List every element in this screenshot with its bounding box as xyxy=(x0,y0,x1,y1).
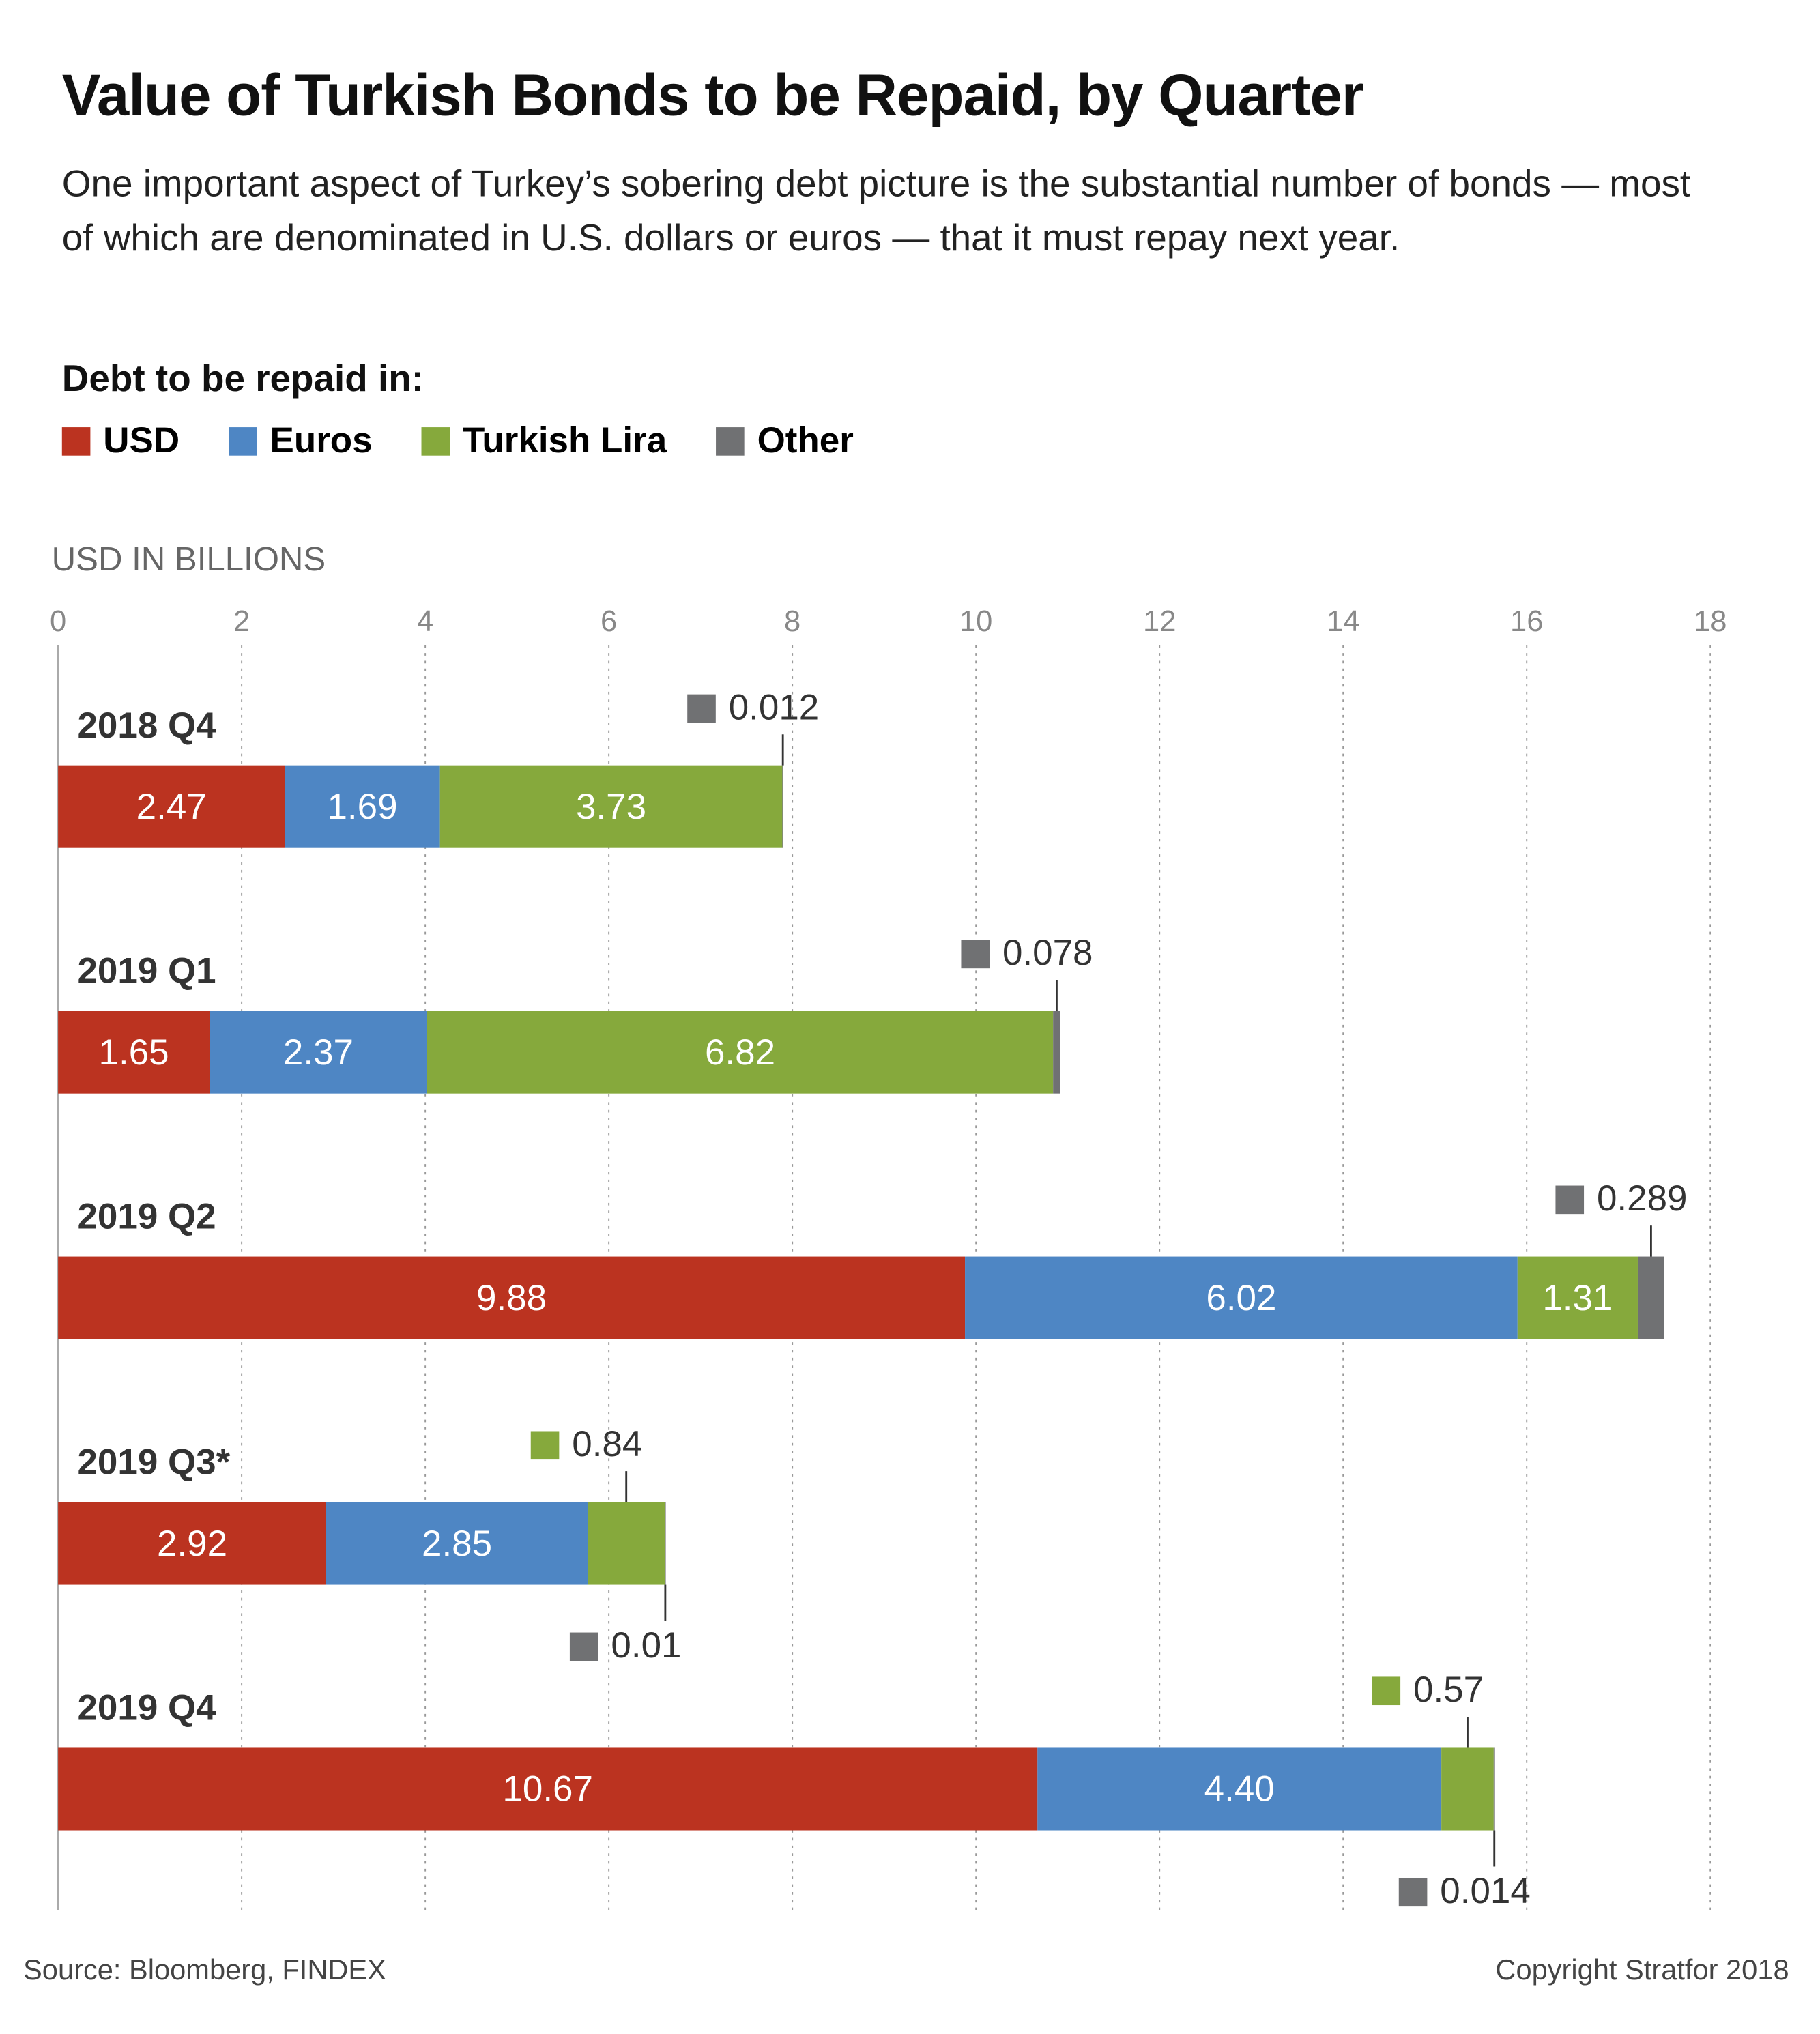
x-tick-label: 18 xyxy=(1694,605,1727,638)
legend-swatch xyxy=(61,427,91,456)
x-tick-label: 16 xyxy=(1510,605,1543,638)
value-label: 6.82 xyxy=(705,1032,775,1073)
bar-segment xyxy=(326,1502,588,1585)
x-tick-label: 10 xyxy=(959,605,992,638)
bar-segment xyxy=(1037,1747,1442,1831)
x-tick-label: 12 xyxy=(1143,605,1176,638)
category-label: 2018 Q4 xyxy=(77,706,216,746)
value-label: 2.85 xyxy=(422,1524,492,1564)
bar-segment xyxy=(439,765,783,848)
value-label: 1.69 xyxy=(327,787,397,827)
x-tick-label: 4 xyxy=(417,605,433,638)
bar-segment xyxy=(965,1256,1518,1339)
category-label: 2019 Q3* xyxy=(77,1442,230,1483)
callout-swatch xyxy=(687,694,716,723)
legend-label: Turkish Lira xyxy=(463,420,667,461)
bar-segment xyxy=(588,1502,665,1585)
value-label: 6.02 xyxy=(1206,1278,1276,1318)
category-label: 2019 Q4 xyxy=(77,1688,216,1728)
callout-swatch xyxy=(1555,1185,1585,1215)
value-label: 0.57 xyxy=(1413,1670,1484,1710)
bar-segment xyxy=(1493,1747,1495,1831)
bar-segment xyxy=(427,1011,1054,1094)
bar-segment xyxy=(210,1011,427,1094)
bar-segment xyxy=(58,1011,210,1094)
legend-swatch xyxy=(421,427,450,456)
bar-segment xyxy=(1517,1256,1638,1339)
legend-label: USD xyxy=(103,420,179,461)
bar-segment xyxy=(58,1502,326,1585)
category-label: 2019 Q1 xyxy=(77,951,216,991)
source: Source: Bloomberg, FINDEX xyxy=(23,1953,386,1986)
bar-segment xyxy=(1053,1011,1060,1094)
bar-segment xyxy=(1441,1747,1494,1831)
x-axis-label: USD IN BILLIONS xyxy=(52,540,326,578)
chart-title: Value of Turkish Bonds to be Repaid, by … xyxy=(61,61,1364,128)
legend-label: Euros xyxy=(270,420,373,461)
callout-swatch xyxy=(530,1431,560,1460)
value-label: 0.84 xyxy=(572,1424,642,1464)
legend-label: Other xyxy=(757,420,854,461)
x-tick-label: 6 xyxy=(601,605,617,638)
value-label: 0.078 xyxy=(1002,933,1093,973)
category-label: 2019 Q2 xyxy=(77,1197,216,1237)
x-tick-label: 2 xyxy=(233,605,250,638)
callout-swatch xyxy=(569,1632,598,1661)
legend-swatch xyxy=(229,427,257,456)
value-label: 2.47 xyxy=(136,787,207,827)
value-label: 9.88 xyxy=(476,1278,547,1318)
callout-swatch xyxy=(1372,1676,1401,1706)
bar-segment xyxy=(58,1256,966,1339)
value-label: 0.01 xyxy=(611,1625,681,1666)
value-label: 2.92 xyxy=(157,1524,227,1564)
value-label: 10.67 xyxy=(502,1769,593,1810)
value-label: 4.40 xyxy=(1204,1769,1275,1810)
value-label: 0.014 xyxy=(1440,1871,1531,1911)
value-label: 2.37 xyxy=(283,1032,353,1073)
value-label: 1.31 xyxy=(1542,1278,1613,1318)
credit: Copyright Stratfor 2018 xyxy=(1495,1953,1789,1986)
chart-subtitle: One important aspect of Turkey’s soberin… xyxy=(61,164,1691,260)
bar-segment xyxy=(1637,1256,1664,1339)
value-label: 1.65 xyxy=(99,1032,169,1073)
x-tick-label: 0 xyxy=(50,605,66,638)
legend-swatch xyxy=(716,427,745,456)
callout-swatch xyxy=(961,940,990,969)
legend-title: Debt to be repaid in: xyxy=(61,358,424,401)
value-label: 0.289 xyxy=(1597,1178,1688,1219)
bar-segment xyxy=(782,765,783,848)
bar-segment xyxy=(58,765,285,848)
value-label: 0.012 xyxy=(729,687,820,727)
x-tick-label: 14 xyxy=(1327,605,1359,638)
bar-segment xyxy=(58,1747,1038,1831)
value-label: 3.73 xyxy=(576,787,646,827)
x-tick-label: 8 xyxy=(784,605,800,638)
bar-segment xyxy=(285,765,440,848)
callout-swatch xyxy=(1398,1878,1428,1907)
